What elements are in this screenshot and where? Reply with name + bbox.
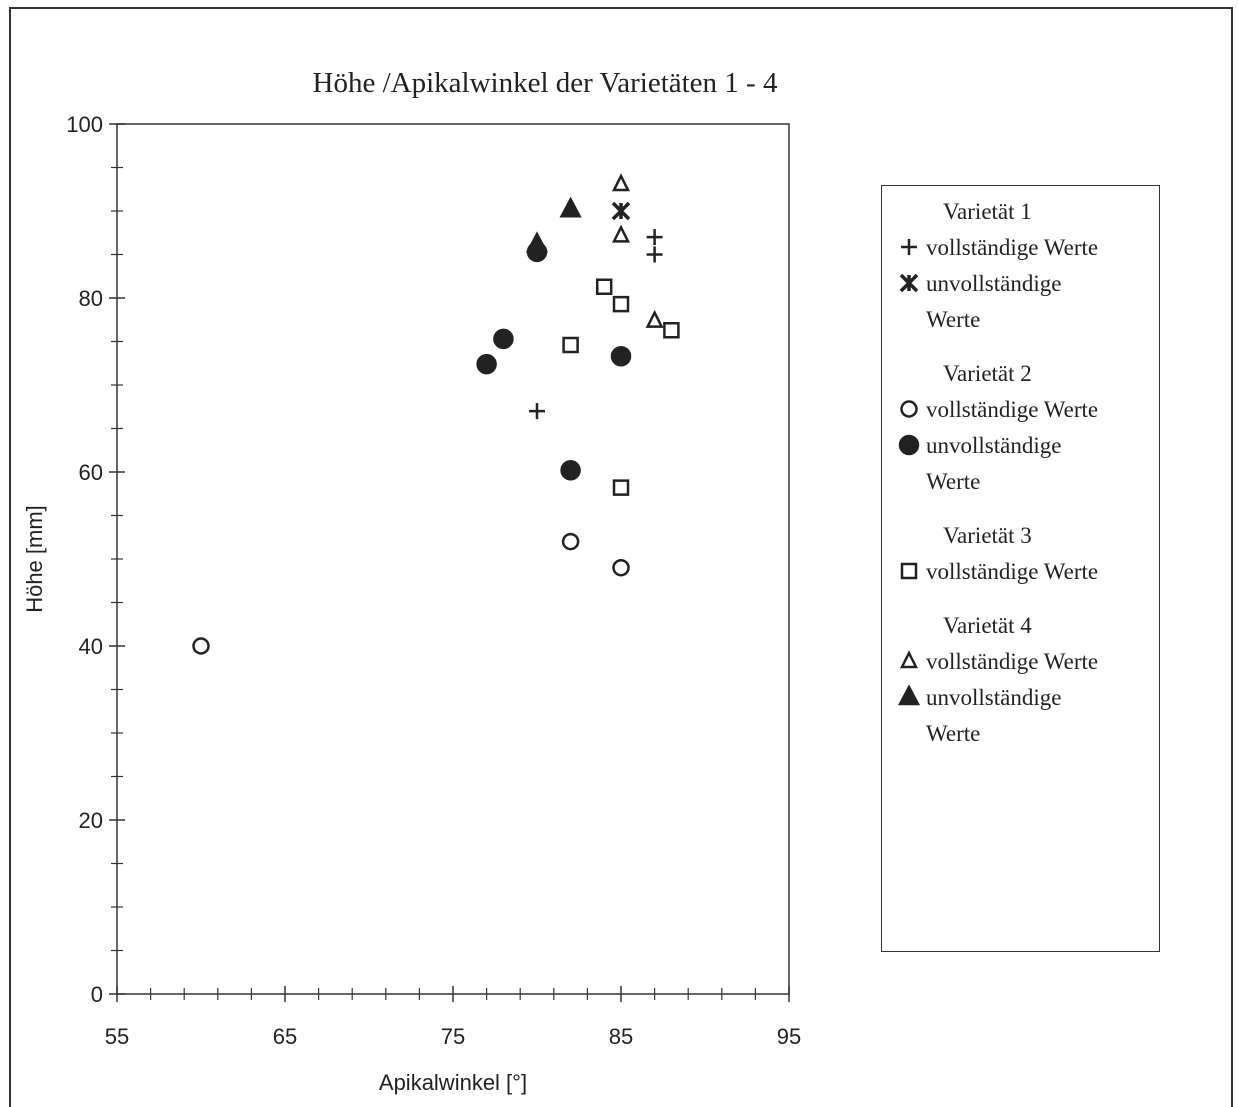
legend-group: Varietät 3 vollständige Werte	[882, 518, 1159, 590]
point	[897, 684, 921, 706]
legend-group-title: Varietät 1	[943, 199, 1032, 224]
legend-label: unvollständige Werte	[926, 433, 1062, 494]
point	[899, 273, 919, 293]
legend-entry: unvollständige Werte	[882, 680, 1159, 752]
legend-group-title: Varietät 3	[943, 523, 1032, 548]
legend-group-title: Varietät 4	[943, 613, 1032, 638]
legend-label: unvollständige Werte	[926, 271, 1062, 332]
legend-entry: vollständige Werte	[882, 392, 1159, 428]
x-tick-label: 95	[777, 1024, 801, 1049]
x-tick-label: 55	[105, 1024, 129, 1049]
point	[612, 295, 630, 313]
legend-entry: vollständige Werte	[882, 554, 1159, 590]
y-tick-label: 80	[79, 286, 103, 311]
point	[595, 278, 613, 295]
legend-marker	[898, 434, 920, 456]
plot-area	[116, 123, 790, 995]
legend-marker	[899, 650, 919, 669]
point	[562, 336, 579, 354]
y-axis-label: Höhe [mm]	[22, 505, 47, 613]
legend-group: Varietät 1 vollständige Werte unvollständi…	[882, 194, 1159, 338]
point	[612, 558, 630, 577]
legend-group-title: Varietät 2	[943, 361, 1032, 386]
point	[612, 479, 630, 496]
point	[646, 229, 663, 246]
y-tick-label: 20	[79, 808, 103, 833]
point	[611, 224, 631, 243]
y-tick-label: 100	[66, 112, 103, 137]
x-tick-label: 65	[273, 1024, 297, 1049]
point	[898, 434, 920, 456]
point	[645, 309, 664, 328]
legend-entry: vollständige Werte	[882, 230, 1159, 266]
point	[900, 400, 918, 418]
legend-marker	[897, 684, 921, 706]
point	[476, 353, 497, 375]
point	[663, 321, 680, 339]
legend-entry: unvollständige Werte	[882, 266, 1159, 338]
point	[529, 403, 545, 420]
point	[560, 460, 581, 481]
point	[561, 532, 580, 551]
y-tick-label: 60	[79, 460, 103, 485]
legend-marker	[899, 273, 919, 293]
point	[611, 201, 631, 221]
x-axis-label: Apikalwinkel [°]	[379, 1070, 527, 1095]
legend-label: vollständige Werte	[926, 397, 1099, 422]
legend-label: vollständige Werte	[926, 235, 1099, 260]
point	[900, 562, 918, 580]
point	[559, 196, 582, 218]
point	[493, 328, 514, 350]
legend-marker	[900, 400, 918, 418]
point	[901, 239, 917, 255]
chart-title: Höhe /Apikalwinkel der Varietäten 1 - 4	[313, 67, 778, 99]
point	[610, 346, 632, 367]
point	[611, 173, 631, 192]
point	[525, 231, 549, 253]
point	[192, 637, 210, 655]
legend-label: unvollständige Werte	[926, 685, 1062, 746]
frame	[9, 7, 1233, 1107]
x-tick-label: 75	[441, 1024, 465, 1049]
y-tick-label: 40	[79, 634, 103, 659]
legend-group: Varietät 4 vollständige Werte unvollständi…	[882, 608, 1159, 752]
point	[899, 650, 919, 669]
legend-entry: vollständige Werte	[882, 644, 1159, 680]
legend-label: vollständige Werte	[926, 559, 1099, 584]
y-tick-label: 0	[91, 982, 103, 1007]
legend-entry: unvollständige Werte	[882, 428, 1159, 500]
legend-marker	[901, 239, 917, 255]
legend-label: vollständige Werte	[926, 649, 1099, 674]
point	[646, 246, 663, 263]
legend-marker	[900, 562, 918, 580]
legend: Varietät 1 vollständige Werte unvollständi…	[881, 185, 1160, 952]
legend-group: Varietät 2 vollständige Werte unvollständi…	[882, 356, 1159, 500]
x-tick-label: 85	[609, 1024, 633, 1049]
